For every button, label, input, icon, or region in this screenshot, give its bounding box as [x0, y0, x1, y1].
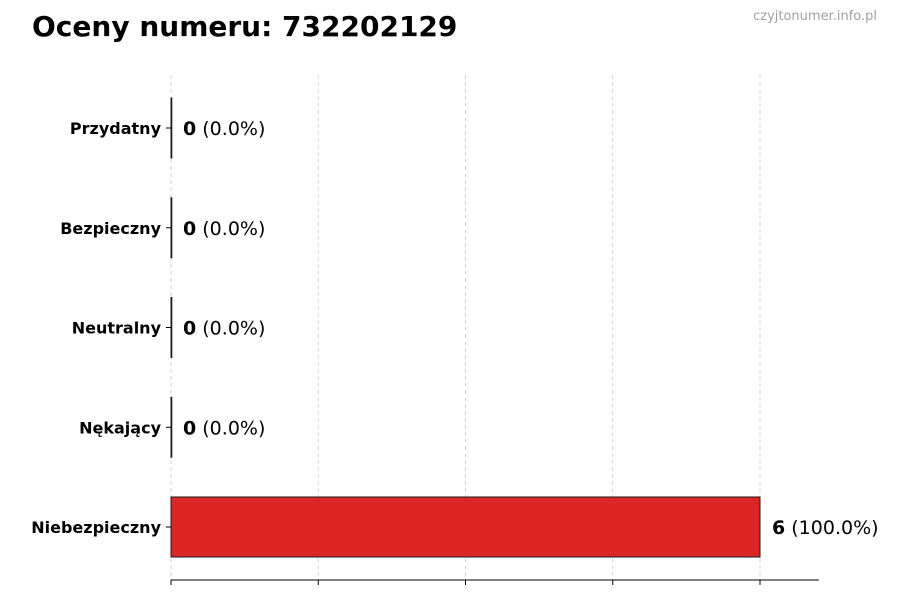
bar: [170, 496, 761, 558]
y-tick-label: Neutralny: [72, 319, 162, 338]
data-label-percent: (0.0%): [196, 318, 265, 340]
data-label: 0 (0.0%): [183, 417, 265, 439]
y-tick-label: Nękający: [79, 418, 161, 437]
data-label: 0 (0.0%): [183, 218, 265, 240]
bar: [170, 297, 173, 358]
bar: [170, 197, 173, 259]
y-tick-label: Bezpieczny: [60, 219, 161, 238]
y-tick-label: Niebezpieczny: [31, 518, 161, 537]
data-label-percent: (0.0%): [196, 218, 265, 240]
data-label: 0 (0.0%): [183, 118, 265, 140]
data-label-percent: (0.0%): [196, 118, 265, 140]
watermark: czyjtonumer.info.pl: [753, 9, 877, 24]
data-label-percent: (0.0%): [196, 417, 265, 439]
chart-title: Oceny numeru: 732202129: [32, 10, 458, 43]
data-label-count: 6: [772, 517, 785, 539]
y-tick-label: Przydatny: [70, 119, 162, 138]
data-label: 0 (0.0%): [183, 318, 265, 340]
bar: [170, 97, 173, 159]
data-label-count: 0: [183, 318, 196, 340]
data-label: 6 (100.0%): [772, 517, 879, 539]
data-label-count: 0: [183, 118, 196, 140]
data-label-count: 0: [183, 218, 196, 240]
bar: [170, 396, 173, 458]
data-label-count: 0: [183, 417, 196, 439]
data-label-percent: (100.0%): [785, 517, 878, 539]
